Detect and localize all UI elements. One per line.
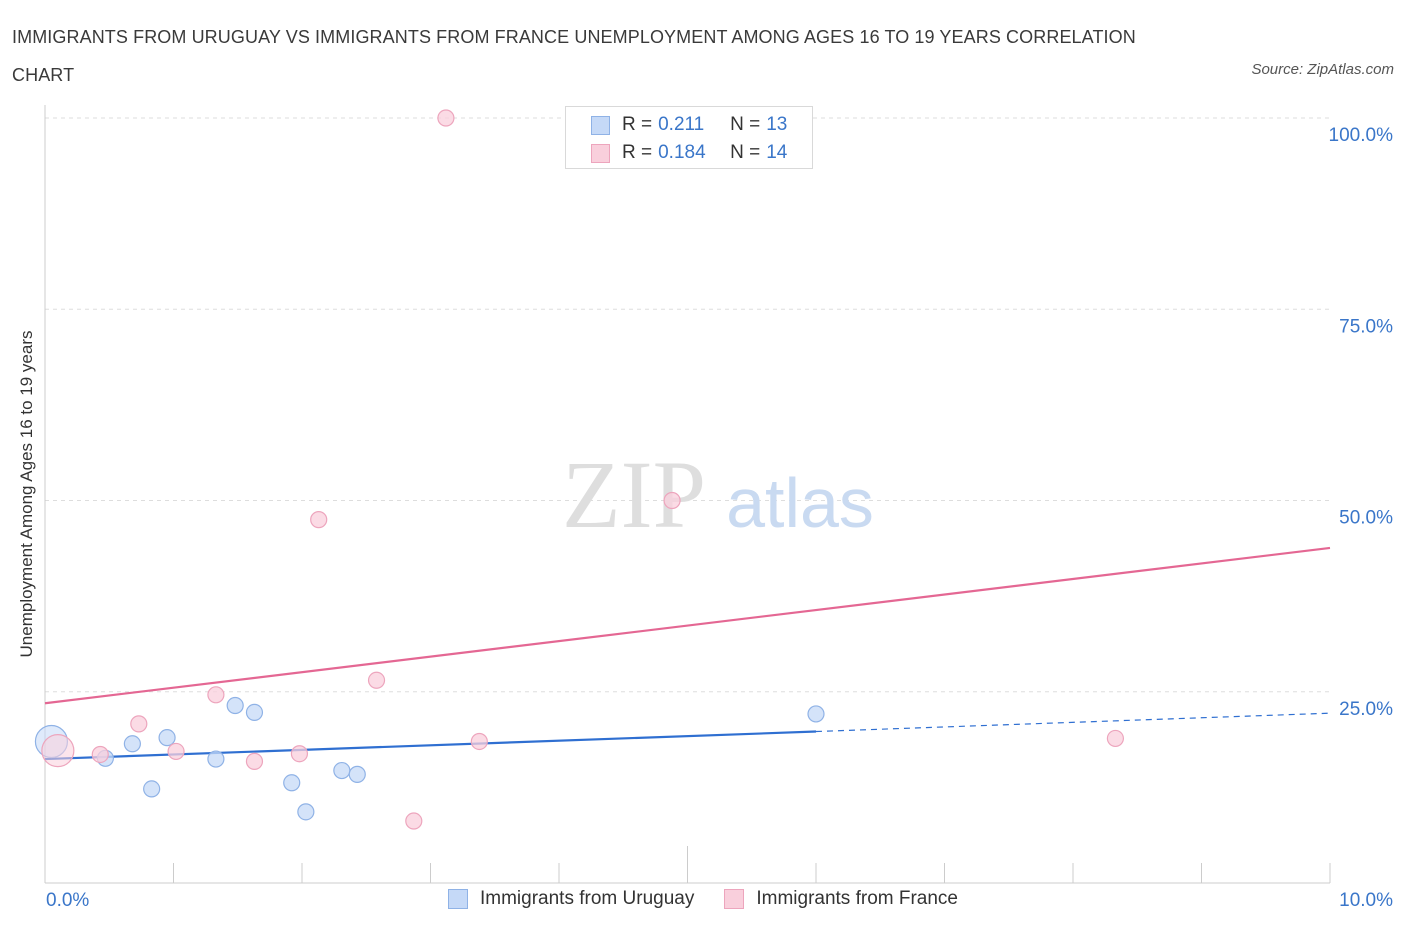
point-uruguay: [158, 729, 176, 747]
point-uruguay: [283, 774, 301, 792]
legend-row-uruguay: R = 0.211 N = 13: [591, 114, 787, 136]
point-france: [167, 742, 185, 761]
n-label: N =: [730, 142, 761, 163]
n-label: N =: [730, 114, 761, 135]
point-france: [367, 671, 386, 689]
r-value-uruguay: 0.211: [658, 114, 705, 135]
n-value-uruguay: 13: [766, 114, 788, 135]
point-france: [130, 715, 148, 733]
legend-item-uruguay[interactable]: Immigrants from Uruguay: [448, 888, 694, 910]
legend-row-france: R = 0.184 N = 14: [591, 142, 787, 164]
y-tick-label: 100.0%: [1329, 125, 1394, 146]
point-france: [663, 491, 681, 510]
watermark-atlas: atlas: [726, 464, 874, 542]
point-france: [290, 745, 309, 763]
n-value-france: 14: [766, 142, 788, 163]
y-tick-label: 75.0%: [1339, 316, 1393, 337]
point-france: [207, 686, 225, 704]
point-uruguay: [348, 765, 366, 783]
point-france: [405, 812, 423, 830]
point-uruguay: [123, 735, 141, 753]
chart-title: IMMIGRANTS FROM URUGUAY VS IMMIGRANTS FR…: [12, 27, 1136, 85]
y-tick-label: 50.0%: [1339, 508, 1393, 529]
legend-swatch-france: [591, 143, 610, 163]
x-tick-label-min: 0.0%: [46, 890, 90, 911]
point-uruguay: [226, 696, 244, 715]
trendline-france: [44, 546, 1331, 705]
point-uruguay: [207, 750, 225, 768]
legend-swatch-uruguay: [448, 889, 468, 909]
trendline-uruguay-extension: [815, 712, 1331, 733]
x-tick-label-max: 10.0%: [1339, 890, 1393, 911]
point-france: [41, 734, 75, 768]
point-uruguay: [807, 705, 825, 723]
y-tick-label: 25.0%: [1339, 699, 1393, 720]
point-uruguay: [245, 703, 264, 722]
point-france: [245, 752, 264, 770]
legend-label-france: Immigrants from France: [756, 888, 958, 909]
point-uruguay: [143, 780, 161, 798]
source-label: Source: ZipAtlas.com: [1251, 61, 1394, 78]
point-uruguay: [297, 803, 315, 821]
legend-label-uruguay: Immigrants from Uruguay: [480, 888, 695, 909]
series-legend: Immigrants from Uruguay Immigrants from …: [0, 888, 1406, 910]
point-france: [91, 745, 109, 764]
r-value-france: 0.184: [658, 142, 706, 163]
r-label: R =: [622, 142, 653, 163]
r-label: R =: [622, 114, 653, 135]
watermark-zip: ZIP: [562, 441, 706, 548]
point-france: [1106, 729, 1125, 748]
point-france: [437, 109, 455, 127]
legend-item-france[interactable]: Immigrants from France: [724, 888, 958, 910]
point-france: [470, 732, 488, 751]
legend-swatch-uruguay: [591, 115, 610, 135]
point-france: [310, 511, 328, 529]
point-uruguay: [333, 761, 351, 780]
legend-swatch-france: [724, 889, 745, 909]
correlation-legend: R = 0.211 N = 13 R = 0.184 N = 14: [565, 106, 813, 169]
